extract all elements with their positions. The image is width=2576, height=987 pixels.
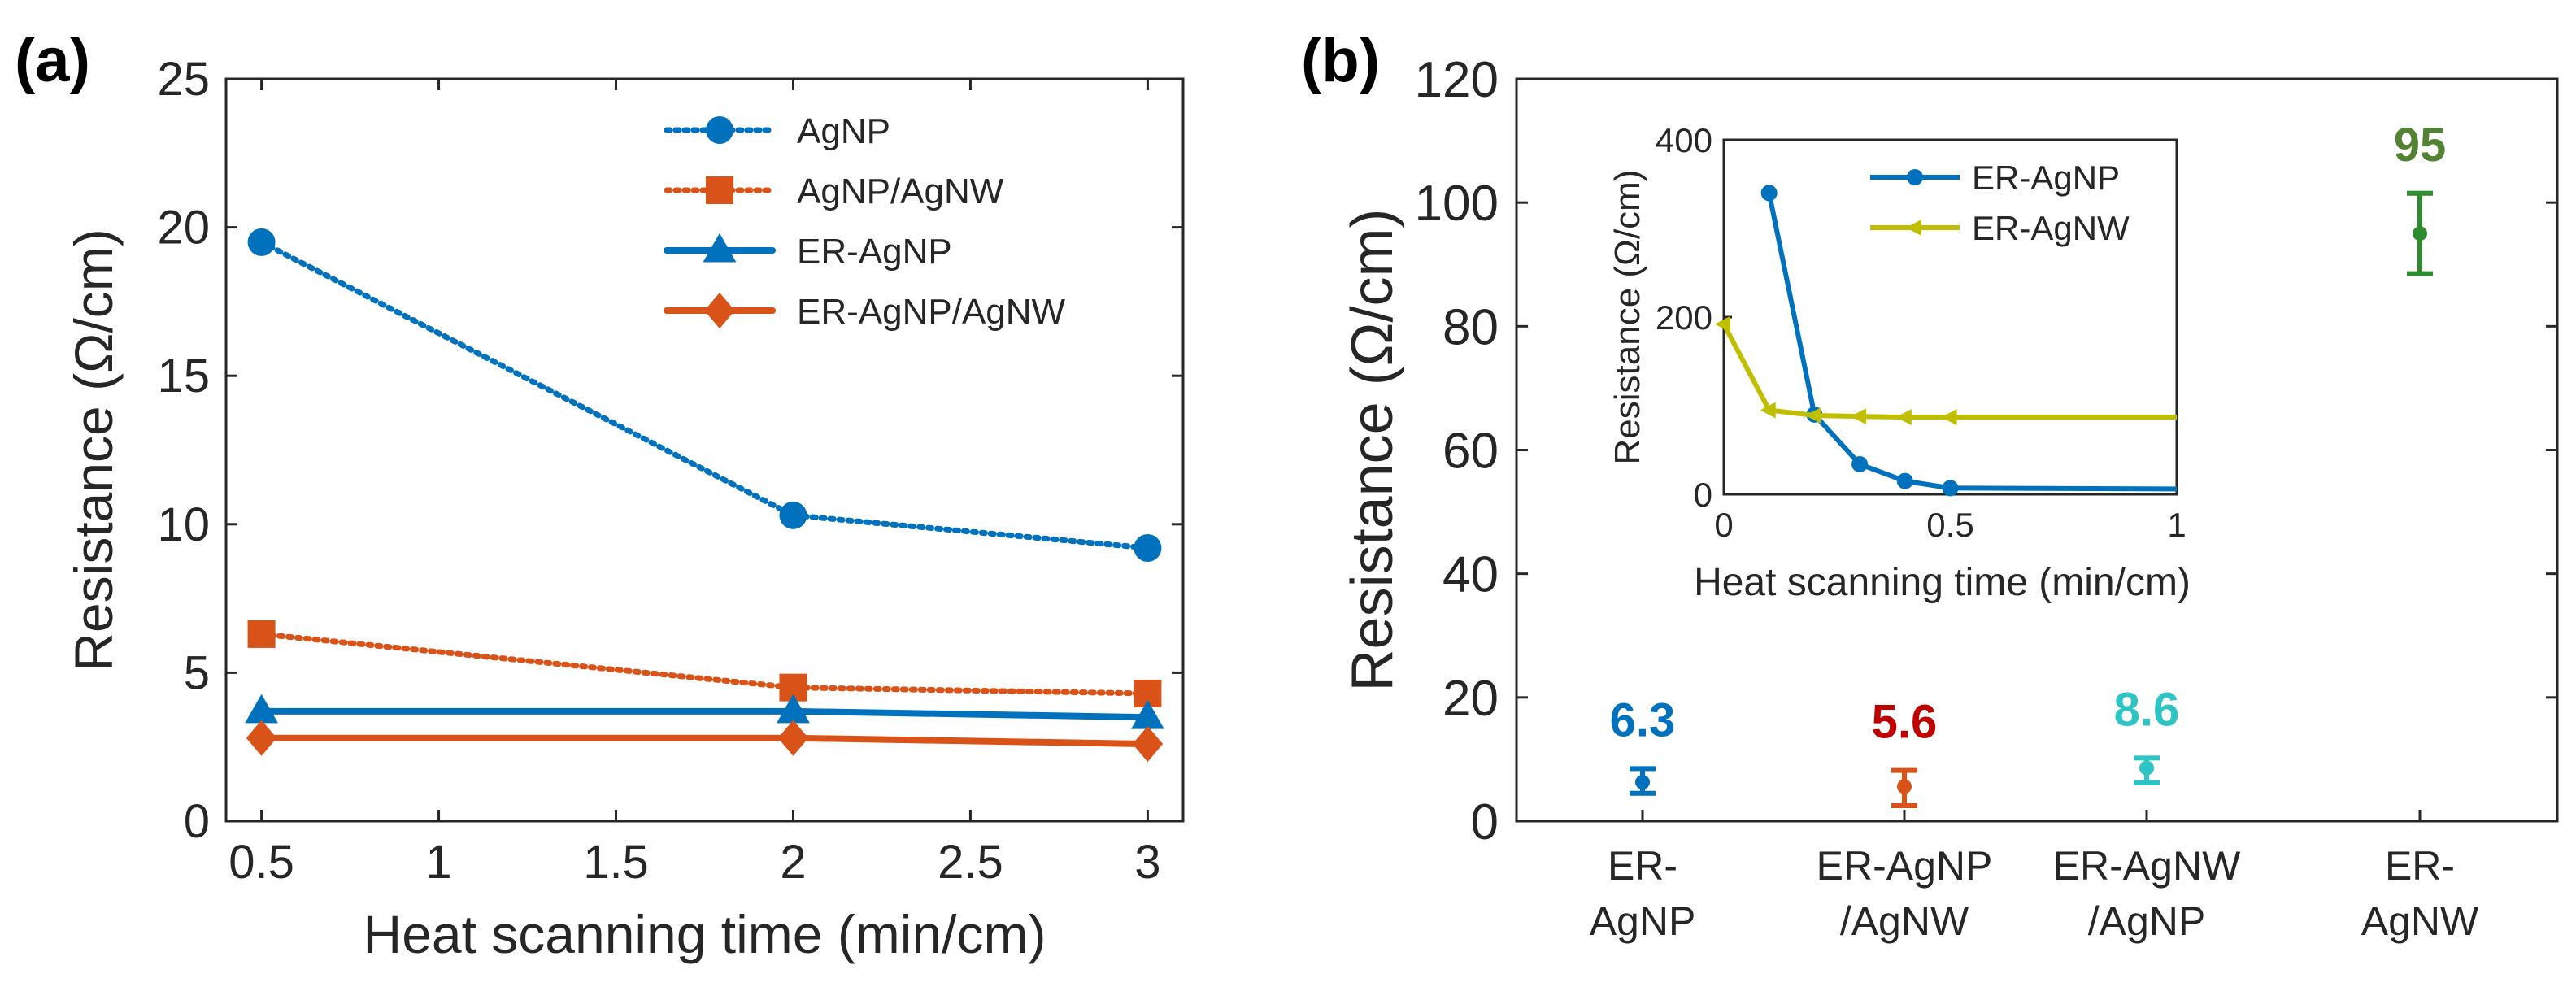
panel-a-axes-frame: [224, 77, 1185, 823]
panel-b-category-label: AgNP: [1590, 898, 1696, 944]
inset-data-point: [1805, 407, 1821, 424]
inset-data-point: [1852, 455, 1869, 472]
panel-a-series-line: [259, 239, 1151, 551]
panel-a-xtick-label: 1: [425, 836, 451, 889]
inset-data-point: [1760, 185, 1778, 202]
panel-a-ytick-label: 0: [184, 795, 210, 848]
panel-b-value-label: 8.6: [2114, 683, 2180, 736]
panel-b-value-label: 6.3: [1610, 694, 1676, 746]
inset-ylabel: Resistance (Ω/cm): [1608, 170, 1647, 465]
panel-b-category-label: ER-: [2385, 843, 2455, 889]
panel-b-category-label: ER-: [1608, 843, 1677, 889]
panel-b-ytick-label: 60: [1442, 424, 1499, 480]
panel-a-legend-label: ER-AgNP/AgNW: [797, 292, 1066, 332]
panel-a-ytick-label: 15: [157, 350, 210, 402]
panel-b-ylabel: Resistance (Ω/cm): [1340, 209, 1405, 692]
inset-data-point: [1896, 472, 1913, 489]
panel-a-series-line: [258, 734, 1151, 748]
panel-a-chart: 0 5 10 15 20 25 0.5 1 1.5 2 2.5 3 Heat scanning time…: [63, 53, 1185, 964]
panel-a-label: (a): [15, 26, 90, 95]
panel-a-series-line: [259, 631, 1151, 697]
panel-a-ytick-label: 10: [157, 498, 210, 551]
panel-a-xtick-label: 2: [780, 836, 806, 889]
inset-legend-marker: [1907, 169, 1923, 185]
panel-a-series-line: [258, 707, 1151, 721]
panel-a-data-point: [777, 694, 810, 724]
panel-a-legend-marker: [703, 233, 737, 263]
panel-b-value-label: 5.6: [1872, 696, 1938, 749]
panel-b-category-label: /AgNW: [1840, 898, 1969, 944]
panel-a-ylabel: Resistance (Ω/cm): [63, 228, 124, 671]
inset-xtick-label: 1: [2167, 506, 2186, 544]
panel-a-data-point: [1132, 725, 1164, 763]
panel-a-legend-marker: [706, 116, 733, 144]
inset-ytick-label: 400: [1656, 121, 1712, 159]
inset-ytick-label: 0: [1694, 476, 1712, 514]
inset-data-point: [1895, 409, 1912, 426]
panel-a-xtick-label: 1.5: [583, 836, 649, 889]
panel-a-xtick-label: 3: [1134, 836, 1160, 889]
panel-a-data-point: [1131, 699, 1164, 729]
panel-b-category-label: ER-AgNW: [2053, 843, 2241, 889]
inset-legend-label: ER-AgNW: [1972, 209, 2130, 247]
panel-a-ytick-label: 20: [157, 202, 210, 254]
panel-a-data-point: [779, 501, 807, 529]
panel-b-ytick-label: 120: [1415, 52, 1499, 108]
panel-b-data-point: [1897, 779, 1912, 794]
panel-b-ytick-label: 20: [1442, 671, 1499, 727]
inset-data-point: [1760, 402, 1776, 419]
inset-xtick-label: 0.5: [1926, 506, 1973, 544]
panel-b-label: (b): [1301, 26, 1380, 95]
panel-a-ytick-label: 25: [157, 53, 210, 106]
panel-a-legend-marker: [704, 292, 735, 329]
panel-b-ytick-label: 100: [1415, 176, 1499, 232]
inset-legend-label: ER-AgNP: [1972, 159, 2120, 197]
panel-b-value-label: 95: [2394, 119, 2447, 172]
inset-axes-frame: [1722, 138, 2178, 496]
panel-b-category-label: AgNW: [2361, 898, 2479, 944]
panel-b-data-point: [1635, 775, 1650, 790]
panel-a-data-point: [1134, 534, 1162, 563]
inset-data-point: [1941, 409, 1957, 426]
panel-a-legend-label: AgNP/AgNW: [797, 172, 1004, 211]
panel-a-xlabel: Heat scanning time (min/cm): [363, 904, 1046, 964]
panel-a-legend-marker: [706, 176, 733, 204]
panel-a-xtick-label: 2.5: [938, 836, 1003, 889]
panel-b-ytick-label: 40: [1442, 547, 1499, 603]
inset-xtick-label: 0: [1714, 506, 1733, 544]
panel-b-category-label: ER-AgNP: [1817, 843, 1993, 889]
panel-a-data-point: [777, 720, 809, 756]
inset-series-line: [1766, 192, 2178, 492]
inset-ytick-label: 200: [1656, 298, 1712, 337]
panel-b-ytick-label: 0: [1471, 794, 1499, 850]
panel-a-xtick-label: 0.5: [228, 836, 294, 889]
panel-b-ytick-label: 80: [1442, 299, 1499, 355]
inset-data-point: [1942, 480, 1959, 497]
inset-data-point: [1715, 315, 1730, 333]
panel-a-data-point: [245, 694, 278, 724]
panel-b-data-point: [2139, 760, 2154, 776]
panel-b-category-label: /AgNP: [2088, 898, 2206, 944]
panel-a-data-point: [246, 720, 277, 756]
inset-legend-marker: [1906, 220, 1921, 236]
panel-a-legend-label: ER-AgNP: [797, 232, 952, 272]
panel-b-data-point: [2413, 226, 2427, 241]
panel-a-legend-label: AgNP: [797, 111, 890, 151]
panel-a-ytick-label: 5: [184, 646, 210, 699]
panel-a-data-point: [247, 228, 276, 256]
inset-xlabel: Heat scanning time (min/cm): [1694, 561, 2191, 604]
panel-b-inset-chart: 0 200 400 0 0.5 1 Heat scanning time (min/cm) R…: [1608, 121, 2191, 604]
inset-data-point: [1851, 408, 1867, 425]
panel-a-data-point: [247, 620, 276, 648]
